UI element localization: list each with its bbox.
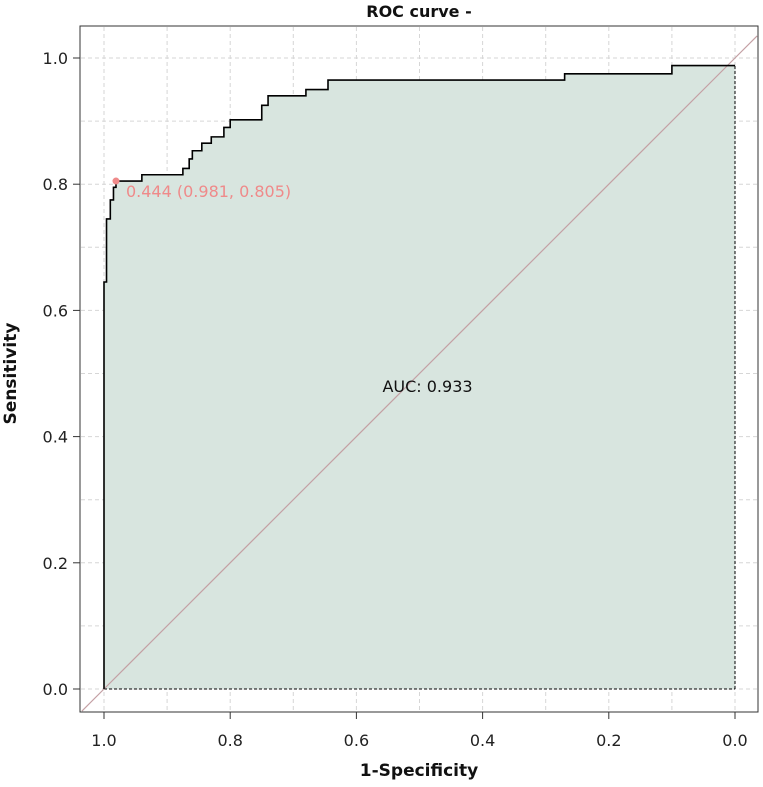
- plot-layers: [79, 25, 759, 713]
- chart-title: ROC curve -: [366, 2, 472, 21]
- best-threshold-label: 0.444 (0.981, 0.805): [126, 182, 291, 201]
- auc-label: AUC: 0.933: [382, 377, 472, 396]
- y-tick-label: 0.4: [43, 428, 68, 447]
- x-tick-label: 0.6: [344, 731, 369, 750]
- auc-area: [104, 65, 735, 689]
- diagonal-reference-line-extension: [81, 688, 105, 712]
- y-tick-label: 0.8: [43, 175, 68, 194]
- diagonal-reference-line-extension: [734, 35, 758, 59]
- roc-curve-line: [103, 64, 735, 689]
- x-tick-label: 0.4: [470, 731, 495, 750]
- diagonal-reference-line: [103, 57, 736, 690]
- best-threshold-point: [112, 177, 120, 185]
- x-tick-label: 1.0: [91, 731, 116, 750]
- y-axis-label: Sensitivity: [1, 323, 21, 425]
- x-tick-label: 0.0: [722, 731, 747, 750]
- y-tick-label: 0.2: [43, 554, 68, 573]
- axes: 1.0 0.8 0.6 0.4 0.2 0.0 0.0 0.2 0.4 0.6 0.8 1.0: [43, 49, 748, 750]
- x-tick-label: 0.8: [217, 731, 242, 750]
- x-axis-label: 1-Specificity: [360, 761, 478, 781]
- y-tick-label: 0.6: [43, 301, 68, 320]
- y-tick-label: 0.0: [43, 680, 68, 699]
- x-tick-label: 0.2: [596, 731, 621, 750]
- plot-frame: [79, 25, 759, 713]
- y-tick-label: 1.0: [43, 49, 68, 68]
